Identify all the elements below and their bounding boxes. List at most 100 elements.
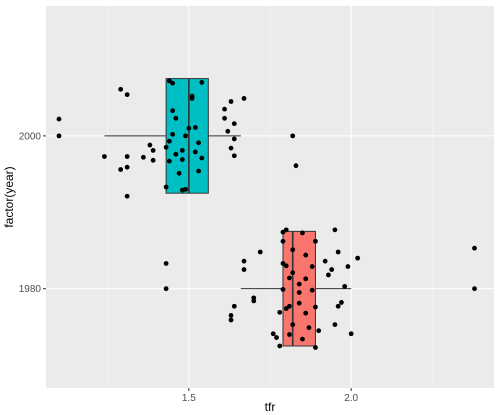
data-point xyxy=(176,170,182,176)
data-point xyxy=(332,227,338,233)
data-point xyxy=(163,184,169,190)
data-point xyxy=(173,151,179,157)
data-point xyxy=(313,304,318,310)
data-point xyxy=(280,287,286,292)
data-point xyxy=(306,325,312,331)
box-1980 xyxy=(282,230,316,347)
data-point xyxy=(124,164,130,170)
data-point xyxy=(196,140,201,146)
data-point xyxy=(222,106,227,112)
data-point xyxy=(124,154,130,159)
data-point xyxy=(199,80,205,85)
data-point xyxy=(102,154,107,159)
data-point xyxy=(124,92,130,98)
data-point xyxy=(196,168,201,174)
data-point xyxy=(56,133,62,139)
data-point xyxy=(290,247,296,253)
data-point xyxy=(147,142,153,148)
data-point xyxy=(251,298,257,304)
data-point xyxy=(192,149,198,155)
data-point xyxy=(277,309,283,315)
data-point xyxy=(241,267,247,272)
data-point xyxy=(303,252,309,258)
data-point xyxy=(287,275,292,281)
data-point xyxy=(231,136,237,142)
data-point xyxy=(287,332,292,337)
data-point xyxy=(472,286,477,292)
data-point xyxy=(274,335,279,340)
data-point xyxy=(222,115,227,121)
data-point xyxy=(355,255,361,261)
data-point xyxy=(166,158,172,164)
data-point xyxy=(179,157,185,162)
data-point xyxy=(118,86,124,92)
data-point xyxy=(300,230,305,236)
data-point xyxy=(296,300,302,306)
data-point xyxy=(290,133,296,139)
data-point xyxy=(287,303,292,309)
data-point xyxy=(309,287,315,293)
y-tick-label: 1980 xyxy=(19,284,42,295)
data-point xyxy=(192,125,198,130)
data-point xyxy=(228,317,234,323)
data-point xyxy=(231,153,237,159)
data-point xyxy=(280,238,286,244)
data-point xyxy=(342,283,348,289)
data-point xyxy=(339,300,344,305)
x-tick-label: 1.5 xyxy=(182,393,196,404)
data-point xyxy=(150,147,156,153)
data-point xyxy=(231,303,237,309)
data-point xyxy=(322,258,328,264)
data-point xyxy=(179,187,185,193)
x-axis-title: tfr xyxy=(265,400,276,414)
data-point xyxy=(283,263,289,269)
data-point xyxy=(309,264,315,269)
y-tick-label: 2000 xyxy=(19,131,42,142)
data-point xyxy=(316,328,322,334)
data-point xyxy=(303,310,309,316)
data-point xyxy=(335,303,341,309)
data-point xyxy=(166,138,172,144)
data-point xyxy=(231,121,237,127)
data-point xyxy=(290,270,296,276)
data-point xyxy=(335,249,341,255)
data-point xyxy=(163,144,169,150)
data-point xyxy=(170,131,176,137)
data-point xyxy=(313,345,318,350)
data-point xyxy=(290,322,296,327)
data-point xyxy=(124,193,130,199)
data-point xyxy=(300,336,305,342)
data-point xyxy=(150,157,156,163)
data-point xyxy=(179,147,185,153)
data-point xyxy=(257,249,263,255)
data-point xyxy=(173,115,179,121)
data-point xyxy=(183,133,188,139)
axes: 1.5 2.0 1980 2000 xyxy=(19,131,359,404)
data-point xyxy=(140,154,146,160)
data-point xyxy=(170,80,176,86)
data-point xyxy=(296,281,302,287)
data-point xyxy=(225,128,231,134)
data-point xyxy=(118,167,124,172)
data-point xyxy=(170,108,176,114)
y-axis-title: factor(year) xyxy=(2,166,16,227)
data-point xyxy=(296,290,302,295)
data-points xyxy=(56,78,477,350)
data-point xyxy=(241,96,247,101)
data-point xyxy=(241,258,247,264)
data-point xyxy=(228,99,234,104)
x-tick-label: 2.0 xyxy=(344,393,358,404)
data-point xyxy=(270,331,276,337)
data-point xyxy=(472,245,477,251)
data-point xyxy=(228,145,234,151)
data-point xyxy=(303,276,309,282)
data-point xyxy=(332,322,338,327)
data-point xyxy=(163,261,169,266)
data-point xyxy=(345,264,351,269)
data-point xyxy=(228,313,234,318)
data-point xyxy=(163,286,169,292)
data-point xyxy=(283,227,289,233)
data-point xyxy=(348,331,354,337)
data-point xyxy=(189,93,195,99)
data-point xyxy=(56,116,62,122)
